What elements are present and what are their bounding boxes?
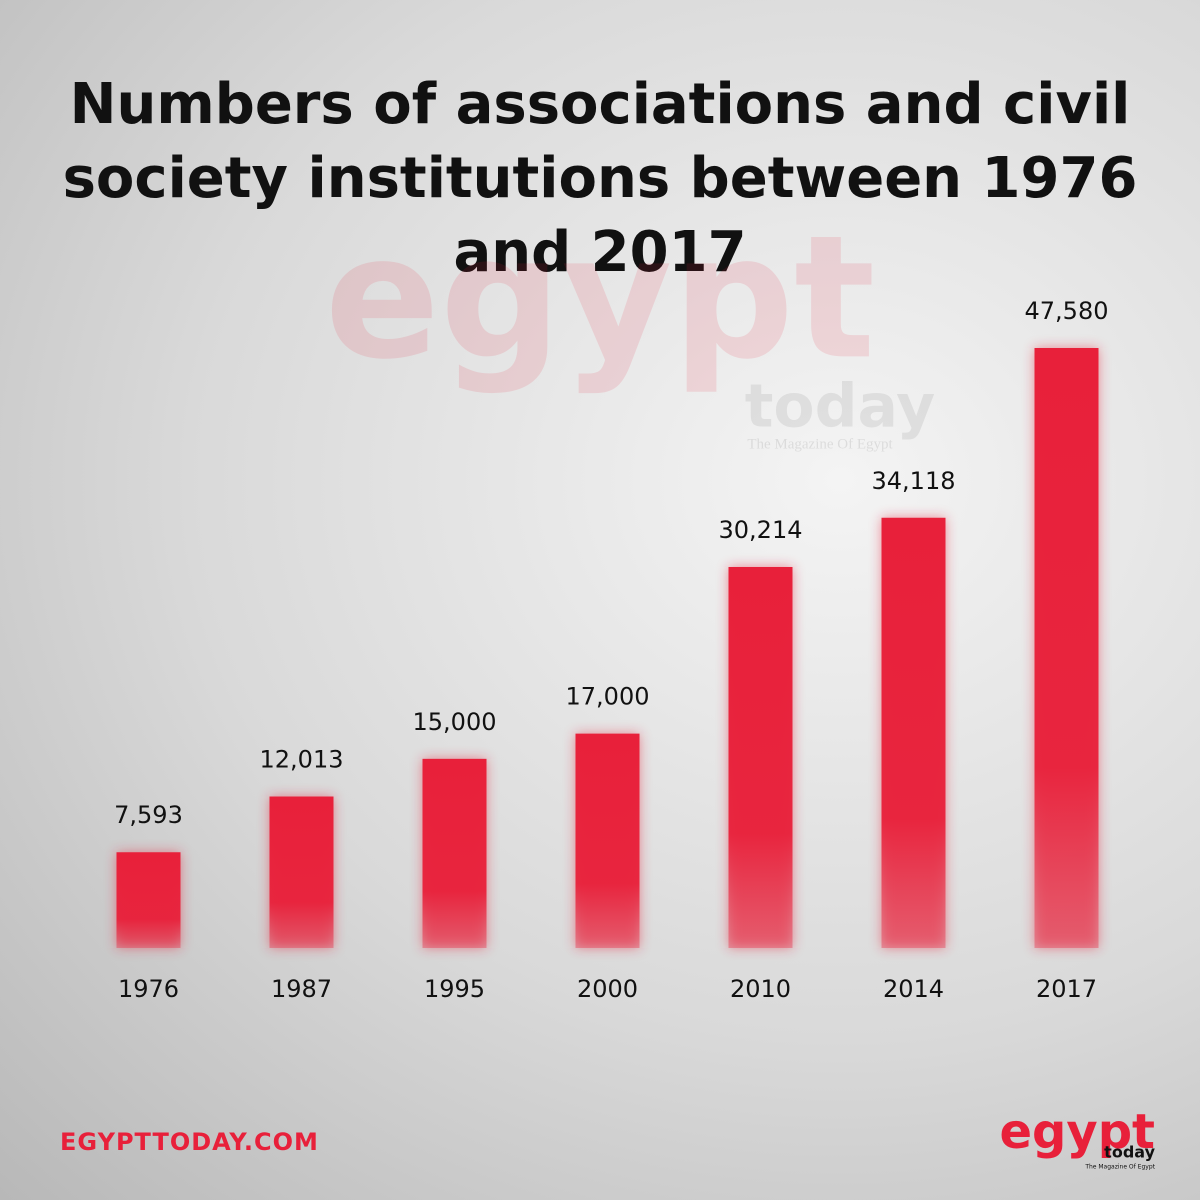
bar xyxy=(116,852,181,948)
value-label: 47,580 xyxy=(1025,297,1109,325)
logo-sub: today xyxy=(1104,1143,1155,1162)
watermark: egypt today The Magazine Of Egypt xyxy=(325,199,936,452)
watermark-sub: today xyxy=(745,372,936,442)
watermark-tagline: The Magazine Of Egypt xyxy=(747,436,893,452)
x-tick-label: 1995 xyxy=(424,975,485,1003)
value-label: 34,118 xyxy=(872,467,956,495)
bar xyxy=(422,758,487,948)
bar xyxy=(881,517,946,948)
chart-title: Numbers of associations and civil societ… xyxy=(62,72,1138,285)
bar xyxy=(575,733,640,948)
value-label: 12,013 xyxy=(260,746,344,774)
x-tick-label: 1976 xyxy=(118,975,179,1003)
x-tick-label: 2017 xyxy=(1036,975,1097,1003)
value-label: 7,593 xyxy=(114,801,183,829)
bar xyxy=(728,566,793,948)
value-label: 30,214 xyxy=(719,516,803,544)
watermark-name: egypt xyxy=(325,199,876,397)
logo-tagline: The Magazine Of Egypt xyxy=(1084,1164,1155,1171)
value-label: 17,000 xyxy=(566,683,650,711)
bar xyxy=(1034,348,1099,948)
x-tick-label: 2000 xyxy=(577,975,638,1003)
x-tick-label: 2014 xyxy=(883,975,944,1003)
logo-name: egypt xyxy=(999,1104,1155,1160)
value-label: 15,000 xyxy=(413,708,497,736)
bar xyxy=(269,796,334,948)
x-tick-label: 1987 xyxy=(271,975,332,1003)
footer-website: EGYPTTODAY.COM xyxy=(60,1128,319,1156)
x-tick-label: 2010 xyxy=(730,975,791,1003)
